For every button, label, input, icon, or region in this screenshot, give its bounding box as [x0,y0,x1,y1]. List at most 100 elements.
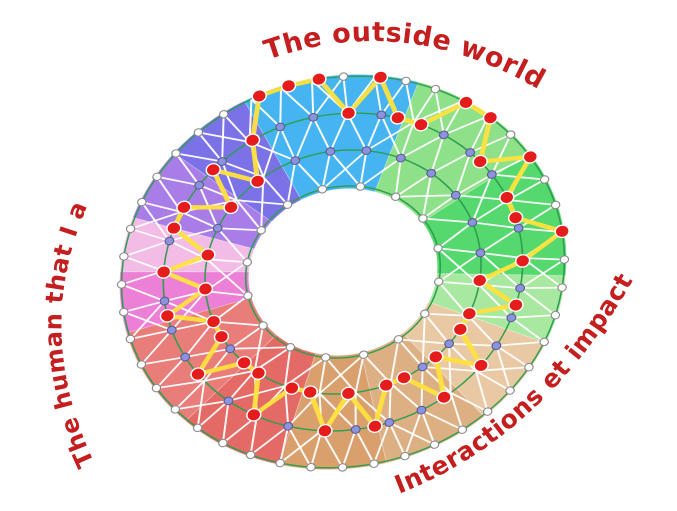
mesh-node [258,321,268,330]
mesh-node [417,362,428,372]
mesh-node [275,458,285,468]
path-node [472,273,488,288]
mesh-node [338,72,349,81]
mesh-node [193,128,204,137]
path-node [482,110,499,125]
mesh-node [282,200,293,209]
mesh-node [192,423,203,433]
mesh-node [171,149,181,158]
mesh-node [125,224,136,234]
mesh-node [223,396,234,406]
mesh-node [159,296,170,306]
wheel-group [116,70,570,472]
mesh-node [506,313,517,323]
mesh-node [337,463,348,472]
path-node [155,265,172,279]
path-node [284,381,300,395]
mesh-node [283,421,294,431]
mesh-node [170,405,181,414]
mesh-node [524,362,534,372]
label-human-that-i-am: The human that I am [0,0,100,472]
mesh-node [119,307,129,317]
path-node [472,154,488,169]
mesh-node [325,147,336,156]
mesh-node [467,218,478,227]
mesh-node [164,236,175,246]
path-node [367,419,383,434]
mesh-node [358,350,369,359]
mesh-node [465,148,476,157]
mesh-node [136,360,147,369]
mesh-node [401,76,411,86]
mesh-node [450,190,461,200]
mesh-node [475,248,486,258]
path-node [244,133,261,148]
mesh-node [350,425,361,434]
mesh-node [225,344,236,354]
path-node [436,390,452,405]
ring-circle [204,149,482,395]
mesh-node [438,130,449,140]
mesh-node [125,334,136,344]
mesh-node [491,341,502,351]
mesh-node [393,335,404,344]
path-node [159,308,176,323]
mesh-node [559,255,570,264]
mesh-node [317,185,328,194]
mesh-node [550,310,561,320]
path-node [522,150,539,164]
path-node [390,110,406,125]
path-node [428,350,444,364]
mesh-node [457,425,468,434]
highlight-path [161,75,565,433]
mesh-node [550,200,561,210]
mesh-node [290,156,301,165]
mesh-node [194,180,205,190]
path-node [302,385,318,399]
path-node [176,200,192,215]
mesh-node [242,258,253,267]
path-node [280,78,297,93]
mesh-node [116,280,127,289]
mesh-node [429,440,440,449]
path-node [413,117,429,132]
path-node [223,200,239,215]
mesh-node [486,170,497,179]
mesh-node [482,407,493,416]
path-node [205,314,222,329]
path-node [197,282,214,296]
highlight-path-layer [155,70,570,438]
mesh-node [218,438,228,448]
mesh-node [151,383,162,393]
mesh-node [505,130,516,139]
mesh-node [355,182,366,191]
mesh-node [361,146,372,155]
mesh-node [243,291,253,300]
path-node [205,162,221,177]
path-node [250,366,267,380]
mesh-node [376,110,387,120]
path-node [200,248,216,262]
mesh-node [308,112,319,122]
mesh-node [320,353,331,362]
mesh-node [275,122,286,132]
path-node [507,210,524,225]
path-node [251,89,267,103]
path-node [378,378,394,392]
path-node [213,329,230,344]
mesh-node [152,172,162,182]
mesh-node [505,386,515,395]
mesh-node [395,153,406,163]
mesh-node [515,283,526,293]
path-node [340,386,357,401]
path-node [514,254,531,268]
mesh-node [369,459,379,468]
mesh-node [306,462,316,472]
mesh-node [420,309,430,318]
path-node [372,70,389,85]
mesh-node [137,197,147,207]
mesh-node [180,352,191,362]
mesh-node [557,283,567,292]
mesh-node [119,252,129,261]
